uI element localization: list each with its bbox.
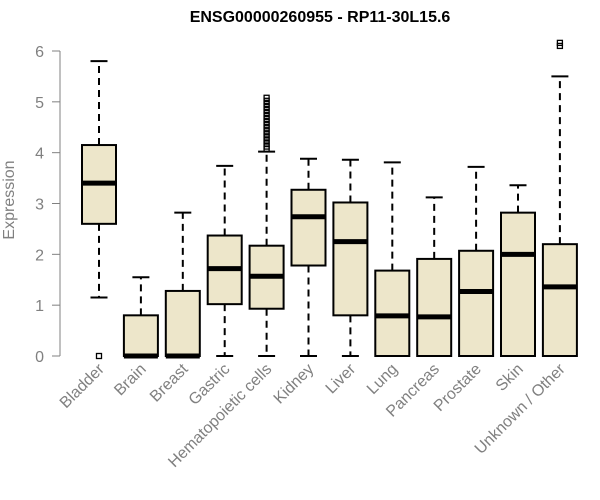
box-iqr <box>500 211 536 357</box>
y-tick-label: 5 <box>35 95 44 112</box>
box-kidney <box>290 157 327 357</box>
box-prostate <box>458 165 495 357</box>
x-label-lung: Lung <box>364 361 401 398</box>
box-breast <box>164 211 201 359</box>
box-iqr <box>290 188 327 267</box>
outlier-point <box>95 352 103 360</box>
y-axis: 0 1 2 3 4 5 6 <box>35 44 61 366</box>
x-label-kidney: Kidney <box>271 361 318 408</box>
box-brain <box>122 276 159 359</box>
x-label-brain: Brain <box>111 361 149 399</box>
box-iqr <box>332 201 369 317</box>
y-tick-label: 4 <box>35 146 44 163</box>
box-skin <box>500 184 536 357</box>
x-label-bladder: Bladder <box>57 360 108 411</box>
y-tick-label: 2 <box>35 247 44 264</box>
box-hematopoietic-cells <box>248 94 285 357</box>
box-iqr <box>541 243 578 358</box>
box-series <box>81 39 578 360</box>
outlier-point <box>263 94 270 101</box>
y-tick-label: 0 <box>35 349 44 366</box>
x-label-liver: Liver <box>323 360 360 397</box>
box-gastric <box>206 164 243 357</box>
box-iqr <box>416 257 453 357</box>
box-iqr <box>164 289 201 357</box>
outlier-point <box>556 39 564 47</box>
box-iqr <box>374 269 411 358</box>
y-tick-label: 3 <box>35 197 44 214</box>
box-liver <box>332 158 369 357</box>
x-label-breast: Breast <box>147 360 192 405</box>
box-bladder <box>81 60 117 360</box>
box-iqr <box>122 314 159 358</box>
chart-title: ENSG00000260955 - RP11-30L15.6 <box>190 9 451 26</box>
y-tick-label: 6 <box>35 44 44 61</box>
box-pancreas <box>416 196 453 357</box>
x-label-skin: Skin <box>493 361 527 395</box>
y-tick-label: 1 <box>35 298 44 315</box>
box-iqr <box>458 249 495 357</box>
y-axis-label: Expression <box>1 160 18 239</box>
box-lung <box>374 161 411 358</box>
box-unknown-other <box>541 39 578 358</box>
